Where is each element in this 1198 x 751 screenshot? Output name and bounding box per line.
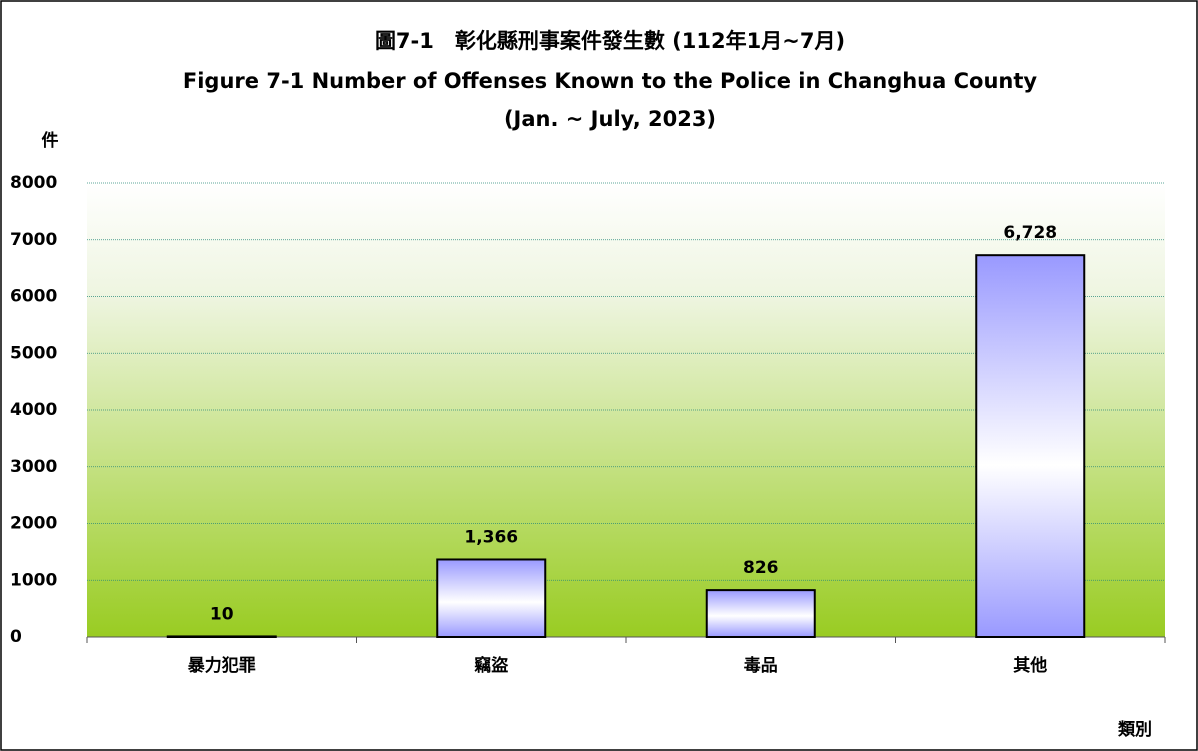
y-tick-label: 7000 <box>10 230 57 250</box>
y-axis-label: 件 <box>42 130 59 151</box>
y-tick-label: 0 <box>10 627 22 647</box>
x-tick-label: 其他 <box>1013 655 1047 676</box>
data-label: 10 <box>210 604 234 624</box>
y-tick-label: 4000 <box>10 400 57 420</box>
x-tick-label: 毒品 <box>744 656 778 676</box>
bar <box>166 635 277 638</box>
chart-title: Figure 7-1 Number of Offenses Known to t… <box>183 69 1038 93</box>
y-tick-label: 1000 <box>10 570 57 590</box>
bar <box>436 558 547 638</box>
y-tick-label: 3000 <box>10 457 57 477</box>
y-tick-label: 2000 <box>10 514 57 534</box>
chart-title: 圖7-1 彰化縣刑事案件發生數 (112年1月~7月) <box>375 29 845 53</box>
chart-title: (Jan. ~ July, 2023) <box>504 107 716 131</box>
data-label: 826 <box>743 558 779 578</box>
bar <box>705 589 816 639</box>
y-tick-label: 8000 <box>10 173 57 193</box>
data-label: 1,366 <box>464 527 518 547</box>
y-tick-label: 6000 <box>10 287 57 307</box>
data-label: 6,728 <box>1003 223 1057 243</box>
x-tick-label: 竊盜 <box>474 655 509 676</box>
bar <box>975 254 1086 638</box>
x-axis-label: 類別 <box>1117 720 1152 740</box>
y-tick-label: 5000 <box>10 343 57 363</box>
x-tick-label: 暴力犯罪 <box>187 655 256 676</box>
